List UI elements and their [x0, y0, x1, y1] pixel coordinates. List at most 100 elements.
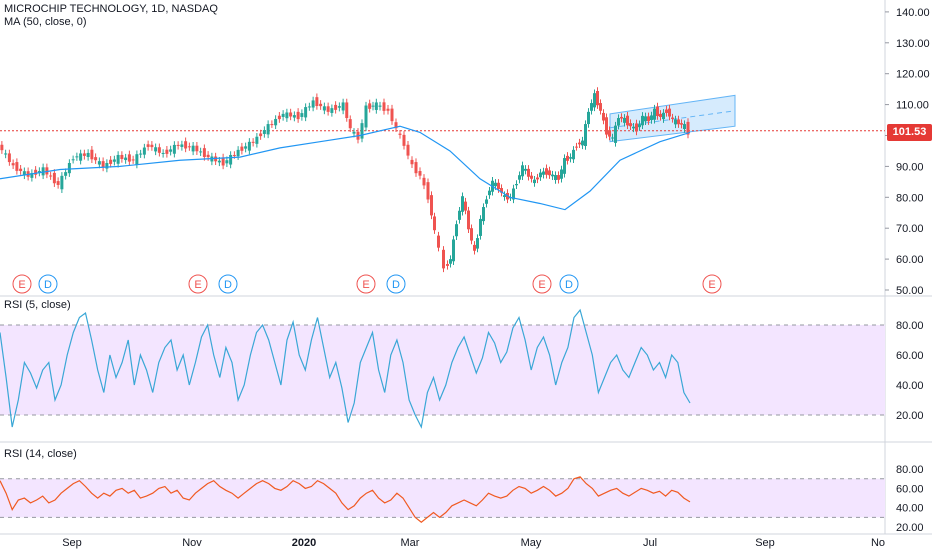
- candle-body: [455, 224, 458, 237]
- candle-body: [139, 153, 143, 155]
- candle-body: [322, 106, 326, 111]
- event-marker-e: [356, 274, 376, 294]
- event-marker-e: [532, 274, 552, 294]
- candle-body: [319, 103, 323, 107]
- event-marker-label: D: [392, 279, 400, 291]
- x-tick-label: No: [871, 537, 885, 549]
- candle-body: [683, 124, 686, 130]
- candle-body: [641, 115, 644, 126]
- rsi5-tick-label: 40.00: [896, 380, 924, 392]
- candle-body: [418, 171, 422, 176]
- candle-body: [127, 154, 131, 162]
- candle-body: [90, 149, 94, 160]
- rsi5-label[interactable]: RSI (5, close): [4, 299, 71, 311]
- candle-body: [557, 175, 560, 180]
- candle-body: [172, 144, 176, 154]
- candle-body: [64, 172, 68, 176]
- last-price-badge: 101.53: [887, 124, 932, 141]
- candle-body: [289, 112, 293, 117]
- event-marker-e: [12, 274, 32, 294]
- candle-body: [150, 144, 154, 148]
- y-tick-label: 50.00: [896, 285, 924, 297]
- y-tick-label: 130.00: [896, 38, 930, 50]
- event-marker-d: [218, 274, 238, 294]
- candle-body: [120, 154, 124, 159]
- event-marker-e: [702, 274, 722, 294]
- candle-body: [488, 190, 491, 196]
- candle-body: [605, 117, 608, 135]
- rsi14-tick-label: 80.00: [896, 464, 924, 476]
- candle-body: [563, 158, 566, 174]
- candle-body: [539, 172, 542, 178]
- y-tick-label: 110.00: [896, 100, 929, 112]
- candle-body: [199, 151, 203, 153]
- candle-body: [449, 259, 452, 264]
- candle-body: [240, 146, 244, 151]
- candle-body: [330, 108, 334, 113]
- candle-body: [656, 106, 659, 117]
- candle-body: [195, 145, 199, 152]
- candle-body: [578, 142, 581, 145]
- rsi5-tick-label: 80.00: [896, 320, 924, 332]
- event-marker-label: E: [362, 279, 369, 291]
- candle-body: [360, 123, 364, 139]
- candle-body: [686, 121, 690, 135]
- candle-body: [527, 168, 530, 177]
- candle-body: [464, 201, 467, 211]
- event-marker-d: [38, 274, 58, 294]
- candle-body: [430, 195, 433, 216]
- candle-body: [176, 144, 180, 146]
- candle-body: [452, 239, 455, 262]
- rsi14-line: [0, 476, 691, 523]
- candle-body: [30, 173, 34, 178]
- candle-body: [626, 115, 629, 126]
- candle-body: [617, 118, 620, 126]
- candle-body: [341, 102, 345, 111]
- y-tick-label: 120.00: [896, 69, 930, 81]
- candle-body: [296, 111, 300, 120]
- candle-body: [614, 125, 617, 143]
- candle-body: [0, 144, 4, 151]
- candle-body: [217, 160, 221, 163]
- x-tick-label: 2020: [292, 537, 316, 549]
- candle-body: [37, 171, 41, 173]
- candle-body: [337, 106, 341, 108]
- candle-body: [232, 154, 236, 156]
- candle-body: [674, 119, 677, 125]
- candle-body: [479, 218, 482, 236]
- candle-body: [590, 103, 593, 111]
- candle-body: [382, 102, 386, 111]
- candle-body: [352, 131, 356, 134]
- candle-body: [52, 172, 56, 184]
- candle-body: [596, 91, 599, 106]
- candle-body: [184, 141, 188, 149]
- candle-body: [602, 112, 605, 121]
- candle-body: [386, 108, 390, 111]
- candle-body: [131, 159, 135, 161]
- rsi14-label[interactable]: RSI (14, close): [4, 448, 77, 460]
- ma-indicator-label[interactable]: MA (50, close, 0): [4, 16, 87, 28]
- candle-body: [169, 149, 173, 152]
- candle-body: [470, 228, 473, 241]
- event-marker-label: D: [44, 279, 52, 291]
- y-tick-label: 70.00: [896, 223, 924, 235]
- candle-body: [371, 105, 375, 107]
- candle-body: [665, 109, 668, 113]
- candle-body: [545, 168, 548, 175]
- candle-body: [620, 116, 623, 119]
- candle-body: [285, 112, 289, 119]
- symbol-title[interactable]: MICROCHIP TECHNOLOGY, 1D, NASDAQ: [4, 3, 218, 15]
- candle-body: [97, 161, 101, 165]
- x-tick-label: Sep: [62, 537, 82, 549]
- candle-body: [632, 126, 635, 129]
- candle-body: [157, 147, 161, 153]
- candle-body: [512, 188, 515, 200]
- rsi14-band: [0, 478, 885, 518]
- candle-body: [67, 163, 71, 174]
- candle-body: [326, 106, 330, 112]
- candle-body: [524, 168, 527, 171]
- candle-body: [406, 144, 410, 156]
- rsi5-tick-label: 20.00: [896, 410, 924, 422]
- candle-body: [304, 107, 308, 118]
